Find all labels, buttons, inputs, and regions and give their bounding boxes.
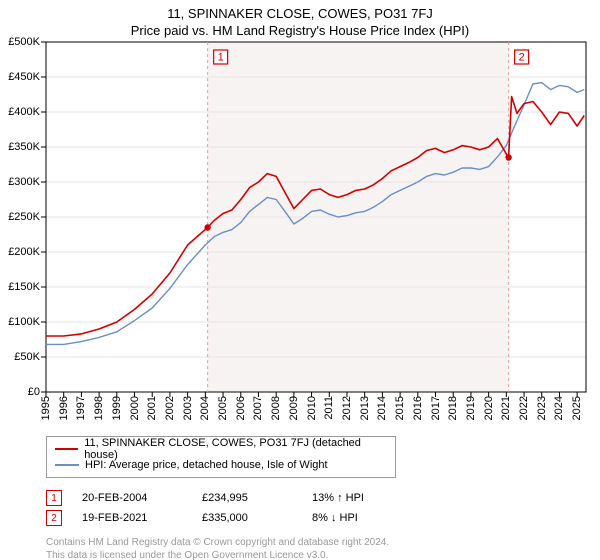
chart-container: 11, SPINNAKER CLOSE, COWES, PO31 7FJ Pri…: [0, 0, 600, 560]
x-axis-label: 1999: [111, 396, 123, 420]
x-axis-label: 2007: [252, 396, 264, 420]
x-axis-label: 2022: [518, 396, 530, 420]
x-axis-label: 2012: [341, 396, 353, 420]
sale-row-price: £335,000: [202, 512, 292, 524]
sale-row-marker: 2: [46, 510, 62, 526]
x-axis-label: 2020: [483, 396, 495, 420]
chart-subtitle: Price paid vs. HM Land Registry's House …: [0, 21, 600, 42]
legend-item-price_paid: 11, SPINNAKER CLOSE, COWES, PO31 7FJ (de…: [55, 441, 387, 457]
x-axis-label: 2001: [146, 396, 158, 420]
sale-marker-num-2: 2: [519, 51, 525, 63]
x-axis-label: 2023: [536, 396, 548, 420]
sale-dot-2: [505, 154, 511, 160]
x-axis-label: 2008: [270, 396, 282, 420]
y-axis-label: £250K: [8, 211, 40, 223]
y-axis-label: £200K: [8, 246, 40, 258]
x-axis-label: 1997: [75, 396, 87, 420]
legend-label: HPI: Average price, detached house, Isle…: [85, 459, 328, 471]
y-axis-label: £450K: [8, 71, 40, 83]
sale-dot-1: [204, 224, 210, 230]
x-axis-labels: 1995199619971998199920002001200220032004…: [46, 392, 586, 432]
y-axis-labels: £0£50K£100K£150K£200K£250K£300K£350K£400…: [0, 42, 44, 392]
y-axis-label: £50K: [14, 351, 40, 363]
x-axis-label: 2016: [412, 396, 424, 420]
x-axis-label: 1995: [40, 396, 52, 420]
x-axis-label: 2024: [553, 396, 565, 420]
x-axis-label: 2003: [182, 396, 194, 420]
y-axis-label: £400K: [8, 106, 40, 118]
y-axis-label: £0: [28, 386, 40, 398]
x-axis-label: 2004: [199, 396, 211, 420]
sale-row-1: 1 20-FEB-2004 £234,995 13% ↑ HPI: [46, 488, 600, 508]
x-axis-label: 2025: [571, 396, 583, 420]
chart-title: 11, SPINNAKER CLOSE, COWES, PO31 7FJ: [0, 0, 600, 21]
legend-swatch: [55, 464, 79, 466]
x-axis-label: 2013: [359, 396, 371, 420]
sale-row-marker: 1: [46, 490, 62, 506]
x-axis-label: 2021: [500, 396, 512, 420]
x-axis-label: 2011: [323, 396, 335, 420]
x-axis-label: 2010: [306, 396, 318, 420]
attribution-line-2: This data is licensed under the Open Gov…: [46, 549, 600, 560]
sale-row-2: 2 19-FEB-2021 £335,000 8% ↓ HPI: [46, 508, 600, 528]
sales-table: 1 20-FEB-2004 £234,995 13% ↑ HPI 2 19-FEB-202…: [46, 488, 600, 528]
attribution-line-1: Contains HM Land Registry data © Crown c…: [46, 536, 600, 549]
sale-row-delta: 8% ↓ HPI: [312, 512, 392, 524]
y-axis-label: £500K: [8, 36, 40, 48]
x-axis-label: 2015: [394, 396, 406, 420]
x-axis-label: 2019: [465, 396, 477, 420]
y-axis-label: £300K: [8, 176, 40, 188]
sale-row-date: 19-FEB-2021: [82, 512, 182, 524]
x-axis-label: 1998: [93, 396, 105, 420]
x-axis-label: 1996: [58, 396, 70, 420]
y-axis-label: £350K: [8, 141, 40, 153]
x-axis-label: 2018: [447, 396, 459, 420]
attribution-text: Contains HM Land Registry data © Crown c…: [46, 536, 600, 560]
x-axis-label: 2014: [376, 396, 388, 420]
sale-row-date: 20-FEB-2004: [82, 492, 182, 504]
chart-wrap: £0 £50K £100K £150K £200K £250K £300K £350K £400…: [0, 42, 600, 432]
sale-row-price: £234,995: [202, 492, 292, 504]
plot-svg: 12: [46, 42, 586, 392]
y-axis-label: £150K: [8, 281, 40, 293]
x-axis-label: 2009: [288, 396, 300, 420]
legend-box: 11, SPINNAKER CLOSE, COWES, PO31 7FJ (de…: [46, 436, 396, 478]
chart-area: £0£50K£100K£150K£200K£250K£300K£350K£400…: [46, 42, 586, 392]
legend-label: 11, SPINNAKER CLOSE, COWES, PO31 7FJ (de…: [84, 437, 387, 461]
legend-swatch: [55, 448, 78, 450]
x-axis-label: 2017: [430, 396, 442, 420]
x-axis-label: 2005: [217, 396, 229, 420]
x-axis-label: 2002: [164, 396, 176, 420]
y-axis-label: £100K: [8, 316, 40, 328]
sale-row-delta: 13% ↑ HPI: [312, 492, 392, 504]
sale-marker-num-1: 1: [218, 51, 224, 63]
x-axis-label: 2000: [129, 396, 141, 420]
x-axis-label: 2006: [235, 396, 247, 420]
